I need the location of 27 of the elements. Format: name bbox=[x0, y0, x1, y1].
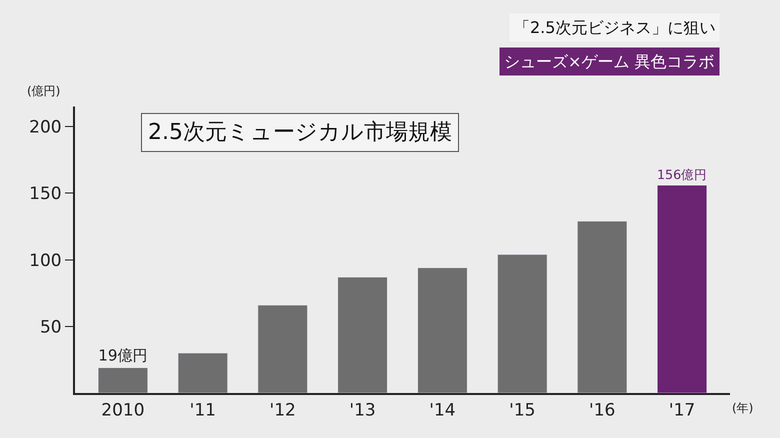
x-tick-label: '17 bbox=[668, 400, 696, 420]
text: シューズ×ゲーム 異色コラボ bbox=[504, 52, 714, 71]
bar bbox=[417, 268, 468, 393]
data-label: 156億円 bbox=[656, 166, 708, 182]
y-axis-title: (億円) bbox=[27, 84, 60, 98]
x-tick-label: '16 bbox=[589, 400, 616, 420]
y-tick-label: 150 bbox=[29, 184, 62, 204]
bar bbox=[98, 367, 148, 393]
x-tick-label: '13 bbox=[349, 400, 376, 420]
bar bbox=[258, 304, 308, 393]
x-tick-label: '15 bbox=[509, 400, 536, 420]
data-label: 19億円 bbox=[98, 346, 148, 365]
bar bbox=[497, 254, 548, 393]
x-axis-title: (年) bbox=[732, 401, 754, 415]
x-tick-label: 2010 bbox=[101, 400, 145, 420]
bar bbox=[338, 276, 388, 393]
y-tick-label: 50 bbox=[40, 317, 62, 338]
x-tick-label: '12 bbox=[270, 400, 296, 420]
bar bbox=[577, 220, 628, 393]
text: 2.5次元ミュージカル市場規模 bbox=[148, 120, 452, 145]
bar bbox=[657, 184, 708, 393]
y-tick-label: 200 bbox=[29, 118, 62, 138]
x-tick-label: '11 bbox=[190, 400, 216, 420]
text: 「2.5次元ビジネス」に狙い bbox=[514, 18, 716, 37]
bar bbox=[178, 352, 228, 393]
y-tick-label: 100 bbox=[29, 250, 62, 271]
x-tick-label: '14 bbox=[429, 400, 456, 420]
